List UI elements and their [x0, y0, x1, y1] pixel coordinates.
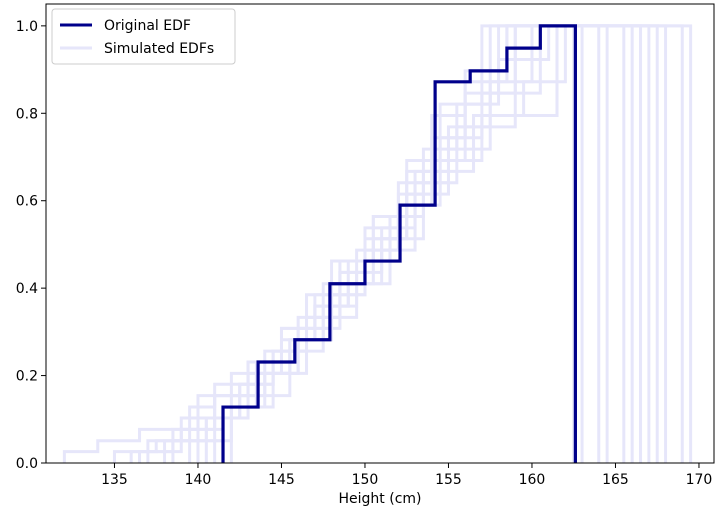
simulated-edf-line-1 — [62, 24, 693, 463]
simulated-edf-line-5 — [188, 24, 659, 463]
x-axis-ticks: 135 140 145 150 155 160 165 170 — [101, 463, 712, 488]
x-tick-label: 160 — [519, 472, 546, 488]
x-axis-label: Height (cm) — [339, 491, 422, 507]
simulated-edf-line-3 — [163, 24, 643, 463]
legend-label-original: Original EDF — [104, 18, 191, 34]
simulated-edf-line-4 — [112, 24, 609, 463]
x-tick-label: 170 — [686, 472, 713, 488]
plot-area-frame — [45, 3, 715, 464]
simulated-edf-line-12 — [204, 24, 651, 463]
x-tick-label: 145 — [268, 472, 295, 488]
simulated-edf-line-9 — [171, 24, 601, 463]
x-tick-label: 150 — [352, 472, 379, 488]
x-tick-label: 165 — [602, 472, 629, 488]
legend-box — [51, 8, 236, 65]
original-edf-line-path — [221, 24, 577, 463]
y-axis-ticks: 0.0 0.2 0.4 0.6 0.8 1.0 — [16, 19, 46, 472]
y-tick-label: 0.8 — [16, 106, 38, 122]
legend: Original EDF Simulated EDFs — [51, 8, 236, 65]
y-tick-label: 0.6 — [16, 194, 38, 210]
y-tick-label: 0.2 — [16, 369, 38, 385]
x-tick-label: 135 — [101, 472, 128, 488]
original-edf-line — [221, 24, 577, 463]
simulated-edf-lines — [62, 24, 693, 463]
simulated-edf-line-8 — [213, 24, 684, 463]
y-tick-label: 1.0 — [16, 19, 38, 35]
simulated-edf-line-7 — [196, 24, 626, 463]
y-tick-label: 0.0 — [16, 456, 38, 472]
x-tick-label: 155 — [435, 472, 462, 488]
legend-label-simulated: Simulated EDFs — [104, 41, 214, 57]
simulated-edf-line-10 — [229, 24, 634, 463]
y-tick-label: 0.4 — [16, 281, 38, 297]
simulated-edf-line-11 — [138, 24, 576, 463]
x-tick-label: 140 — [185, 472, 212, 488]
